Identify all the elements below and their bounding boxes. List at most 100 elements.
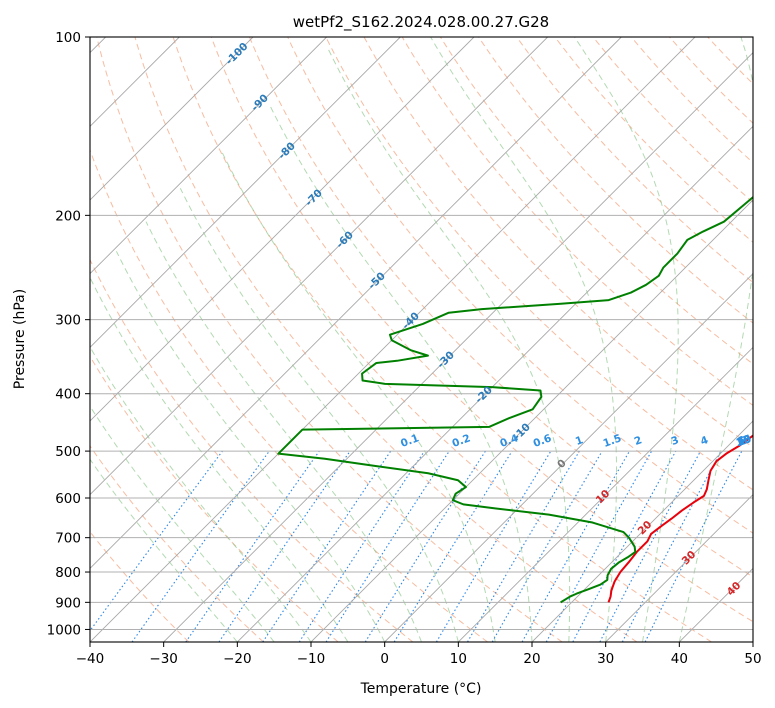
mixing-ratio-line — [262, 450, 392, 642]
dry-adiabat-line — [669, 37, 753, 124]
x-tick-label: 30 — [597, 651, 614, 667]
mixing-ratio-line — [185, 450, 320, 642]
plot-frame — [89, 36, 754, 643]
mixing-ratio-label: 20 — [735, 433, 753, 449]
dry-adiabat-line — [478, 37, 753, 324]
dry-adiabat-line — [707, 37, 753, 85]
x-axis-label: Temperature (°C) — [360, 681, 482, 697]
y-axis-label: Pressure (hPa) — [12, 289, 28, 389]
mixing-ratio-line — [325, 450, 450, 642]
mixing-ratio-line — [218, 450, 351, 642]
isotherm-line — [90, 37, 401, 348]
isotherm-line — [90, 37, 622, 569]
moist-adiabat-line — [145, 221, 422, 642]
mixing-ratio-line — [393, 450, 513, 642]
isotherm-line — [605, 494, 753, 642]
mixing-ratio-label: 1 — [574, 434, 585, 448]
mixing-ratio-line — [644, 450, 743, 642]
mixing-ratio-label: 10 — [735, 433, 753, 449]
moist-adiabat-line — [678, 37, 753, 642]
y-tick-label: 200 — [55, 208, 81, 224]
mixing-ratio-line — [298, 450, 425, 642]
moist-adiabat-line — [115, 251, 386, 642]
isotherm-line — [90, 37, 254, 201]
dry-adiabat-line — [287, 37, 753, 534]
x-tick-label: −10 — [297, 651, 326, 667]
isotherm-line — [90, 37, 475, 422]
moist-adiabat-line — [90, 458, 238, 642]
dry-adiabat-line — [401, 37, 753, 406]
dry-adiabat-line — [363, 37, 753, 448]
isotherm-line — [384, 273, 753, 642]
moist-adiabat-line — [328, 49, 571, 642]
y-tick-label: 900 — [55, 595, 81, 611]
mixing-ratio-label: 1.5 — [602, 432, 624, 450]
x-tick-label: 0 — [380, 651, 389, 667]
moist-adiabat-line — [90, 405, 275, 642]
mixing-ratio-label: 16 — [735, 433, 753, 449]
dry-adiabat-line — [439, 37, 753, 365]
isotherm-line — [458, 346, 753, 642]
dry-adiabat-label: 30 — [680, 549, 699, 568]
moist-adiabat-line — [90, 345, 312, 642]
y-tick-label: 1000 — [47, 622, 81, 638]
mixing-ratio-label: 4 — [699, 434, 710, 448]
mixing-ratio-line — [521, 450, 630, 642]
mixing-ratio-label: 0.1 — [399, 432, 421, 450]
dry-adiabat-line — [90, 530, 190, 642]
mixing-ratio-label: 13 — [735, 433, 753, 449]
mixing-ratio-label: 30 — [735, 433, 753, 449]
mixing-ratio-line — [545, 450, 653, 642]
dry-adiabat-line — [554, 37, 753, 243]
mixing-ratio-line — [599, 450, 702, 642]
moist-adiabat-line — [268, 104, 533, 642]
profiles — [277, 195, 753, 604]
y-tick-label: 800 — [55, 565, 81, 581]
mixing-ratio-label: 2 — [633, 434, 644, 448]
dry-adiabat-line — [325, 37, 753, 491]
x-tick-label: −40 — [76, 651, 105, 667]
mixing-ratio-label: 0.4 — [498, 432, 520, 450]
x-tick-label: 40 — [671, 651, 688, 667]
dry-adiabat-line — [90, 148, 488, 642]
dewpoint-profile-line — [277, 195, 753, 604]
mixing-ratio-label: 36 — [735, 433, 753, 449]
mixing-ratio-label: 0.2 — [451, 432, 473, 450]
x-tick-label: 50 — [744, 651, 761, 667]
isotherm-line — [90, 37, 327, 275]
mixing-ratio-label: 3 — [670, 434, 681, 448]
x-tick-label: −20 — [223, 651, 252, 667]
mixing-ratio-line — [90, 450, 223, 632]
zero-isotherm-label: 0 — [555, 457, 569, 471]
dry-adiabat-line — [172, 37, 712, 642]
dry-adiabat-line — [134, 37, 638, 642]
moist-adiabat-line — [574, 37, 679, 642]
y-tick-label: 600 — [55, 491, 81, 507]
x-tick-label: −30 — [149, 651, 178, 667]
x-tick-label: 10 — [450, 651, 467, 667]
isotherm-line — [163, 52, 753, 642]
mixing-ratio-line — [131, 450, 270, 642]
axes: −40 −30 −20 −10 0 10 20 30 40 5010020030040050060… — [47, 30, 762, 667]
isotherm-line — [310, 199, 753, 642]
dry-adiabat-line — [630, 37, 753, 164]
isotherm-line — [237, 125, 753, 642]
mixing-ratio-line — [364, 450, 486, 642]
isotherm-line — [752, 641, 753, 642]
moist-adiabat-line — [179, 188, 459, 642]
dry-adiabat-line — [516, 37, 753, 284]
mixing-ratio-label: 0.6 — [532, 432, 554, 450]
mixing-ratio-label: 25 — [735, 433, 753, 449]
y-tick-label: 300 — [55, 313, 81, 329]
dry-adiabat-label: 40 — [725, 580, 744, 599]
mixing-ratio-label: 8 — [739, 434, 750, 448]
isotherm-line — [679, 567, 753, 642]
moist-adiabat-line — [90, 277, 349, 642]
temperature-profile-line — [607, 434, 753, 603]
mixing-ratio-label: 6 — [736, 434, 747, 448]
dry-adiabat-line — [96, 37, 563, 642]
isotherm-label: -100 — [223, 40, 250, 67]
pressure-grid — [90, 37, 753, 630]
mixing-ratio-line — [467, 450, 580, 642]
